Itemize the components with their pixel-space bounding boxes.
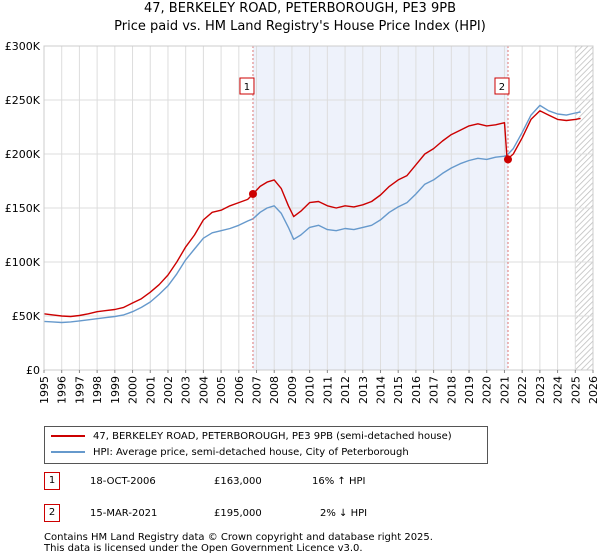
y-tick-label: £250K [5,94,41,107]
x-tick-label: 2017 [428,376,441,404]
x-tick-label: 2002 [162,376,175,404]
price-chart: 1 2 £0 £50K £100K £150K £200K £250K £300K 1995 19… [5,40,600,404]
x-tick-label: 2020 [481,376,494,404]
x-tick-label: 1999 [109,376,122,404]
footer-licence: This data is licensed under the Open Gov… [44,543,363,554]
x-tick-label: 2012 [339,376,352,404]
y-tick-label: £300K [5,40,41,53]
x-tick-label: 2006 [233,376,246,404]
transaction-price: £163,000 [214,476,262,487]
marker-label-2: 2 [499,82,505,93]
legend-label-hpi: HPI: Average price, semi-detached house,… [93,447,409,458]
transaction-number-badge: 1 [44,472,60,490]
x-tick-label: 2014 [374,376,387,404]
hpi-line [43,104,581,324]
x-tick-label: 2013 [357,376,370,404]
sale-point-1 [248,189,257,198]
sale-point-2 [503,155,512,164]
x-tick-label: 2016 [410,376,423,404]
x-tick-label: 2005 [215,376,228,404]
x-tick-label: 2011 [321,376,334,404]
x-tick-label: 2007 [251,376,264,404]
x-tick-label: 1997 [73,376,86,404]
x-tick-label: 2003 [180,376,193,404]
x-tick-label: 2019 [463,376,476,404]
property-price-line [43,110,581,318]
transaction-hpi-diff: 16% ↑ HPI [312,476,366,487]
x-tick-label: 2023 [534,376,547,404]
legend-swatch-property [51,435,85,437]
x-tick-label: 2015 [392,376,405,404]
x-tick-label: 2001 [144,376,157,404]
transaction-price: £195,000 [214,508,262,519]
legend-swatch-hpi [51,451,85,453]
x-tick-label: 2025 [569,376,582,404]
transaction-date: 15-MAR-2021 [90,508,158,519]
legend-item-hpi: HPI: Average price, semi-detached house,… [51,446,409,460]
chart-legend: 47, BERKELEY ROAD, PETERBOROUGH, PE3 9PB… [44,426,488,464]
y-tick-label: £100K [5,256,41,269]
x-tick-label: 2024 [552,376,565,404]
y-tick-label: £0 [26,364,40,377]
x-tick-label: 2010 [304,376,317,404]
x-tick-label: 2008 [268,376,281,404]
transaction-date: 18-OCT-2006 [90,476,156,487]
x-tick-label: 2021 [498,376,511,404]
y-tick-label: £50K [12,310,41,323]
legend-item-property: 47, BERKELEY ROAD, PETERBOROUGH, PE3 9PB… [51,430,452,444]
legend-label-property: 47, BERKELEY ROAD, PETERBOROUGH, PE3 9PB… [93,431,452,442]
chart-title: 47, BERKELEY ROAD, PETERBOROUGH, PE3 9PB [144,1,456,16]
x-tick-label: 2018 [445,376,458,404]
chart-subtitle: Price paid vs. HM Land Registry's House … [114,19,486,34]
x-tick-label: 2026 [587,376,600,404]
marker-box-2 [494,77,510,95]
transaction-hpi-diff: 2% ↓ HPI [320,508,368,519]
x-tick-label: 1995 [38,376,51,404]
x-tick-label: 2009 [286,376,299,404]
y-tick-label: £200K [5,148,41,161]
y-tick-label: £150K [5,202,41,215]
marker-label-1: 1 [244,82,250,93]
x-tick-label: 2004 [197,376,210,404]
marker-box-1 [239,77,255,95]
transaction-number-badge: 2 [44,504,60,522]
x-tick-label: 2022 [516,376,529,404]
x-tick-label: 2000 [127,376,140,404]
footer-copyright: Contains HM Land Registry data © Crown c… [44,532,433,543]
x-tick-label: 1998 [91,376,104,404]
x-tick-label: 1996 [56,376,69,404]
plot-border [43,45,594,371]
